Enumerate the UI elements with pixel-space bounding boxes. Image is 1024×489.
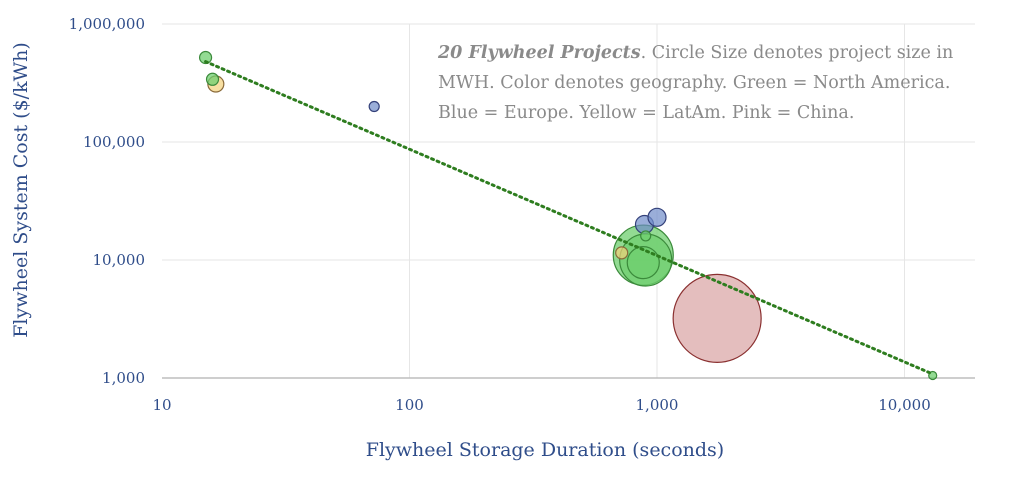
- x-tick-label: 1,000: [636, 396, 679, 414]
- x-axis-title: Flywheel Storage Duration (seconds): [366, 439, 724, 461]
- x-tick-label: 10,000: [878, 396, 931, 414]
- y-axis-title: Flywheel System Cost ($/kWh): [10, 42, 32, 338]
- data-point: [615, 246, 629, 260]
- y-tick-label: 1,000,000: [69, 15, 145, 33]
- x-tick-label: 10: [152, 396, 171, 414]
- x-tick-label: 100: [395, 396, 424, 414]
- grid: [162, 23, 975, 378]
- annotation-text: . Circle Size denotes project size in MW…: [438, 43, 954, 123]
- annotation-bold-text: 20 Flywheel Projects: [438, 43, 641, 63]
- y-tick-label: 10,000: [93, 251, 146, 269]
- data-point: [647, 207, 667, 227]
- chart-annotation: 20 Flywheel Projects. Circle Size denote…: [438, 38, 968, 128]
- data-point: [672, 273, 762, 363]
- data-point: [626, 246, 660, 280]
- data-point: [198, 50, 213, 65]
- tick-labels: 1,000 10,000 100,000 1,000,000 10 100 1,000 10,…: [69, 15, 931, 414]
- y-tick-label: 100,000: [83, 133, 145, 151]
- trendline: [204, 60, 935, 376]
- data-point: [205, 72, 220, 86]
- data-points: [198, 50, 938, 381]
- y-tick-label: 1,000: [102, 369, 145, 387]
- data-point: [368, 100, 380, 113]
- data-point: [640, 230, 652, 242]
